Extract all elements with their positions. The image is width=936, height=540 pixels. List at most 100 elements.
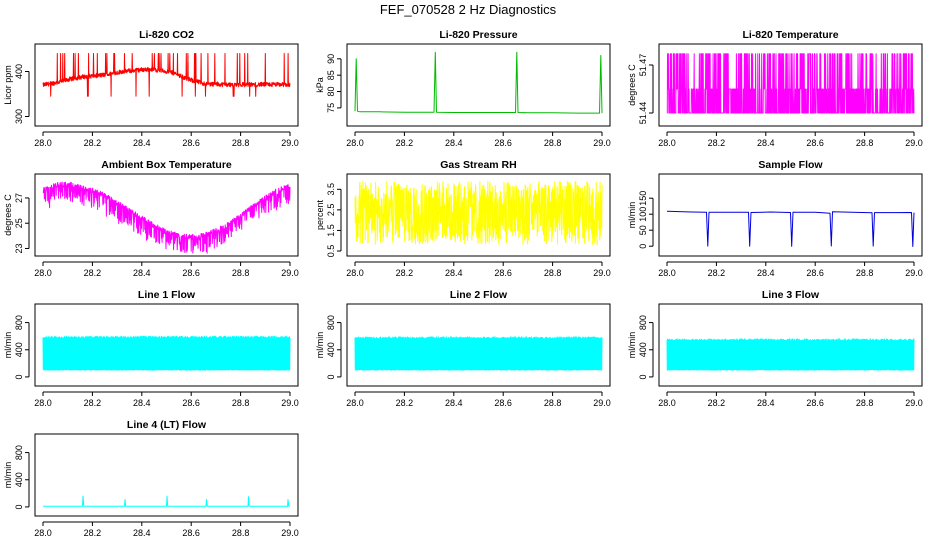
y-tick-label: 3.5 [326, 183, 336, 196]
x-tick-label: 28.8 [544, 398, 562, 408]
panel-6: Sample Flow 28.0 28.2 28.4 28.6 28.8 29.0 0 50 10… [627, 159, 923, 278]
y-tick-label: 27 [14, 193, 24, 203]
x-tick-label: 28.4 [133, 268, 151, 278]
x-tick-label: 28.6 [494, 268, 512, 278]
x-tick-label: 28.6 [806, 398, 824, 408]
x-tick-label: 28.0 [658, 138, 676, 148]
x-tick-label: 28.0 [658, 398, 676, 408]
series-line [42, 181, 291, 254]
x-tick-label: 28.6 [494, 138, 512, 148]
figure-title: FEF_070528 2 Hz Diagnostics [380, 2, 557, 17]
x-tick-label: 28.6 [182, 528, 200, 538]
x-tick-label: 29.0 [905, 138, 923, 148]
x-tick-label: 28.2 [84, 398, 102, 408]
x-tick-label: 28.4 [445, 398, 463, 408]
panel-9: Line 3 Flow 28.0 28.2 28.4 28.6 28.8 29.0 0 400 8… [627, 289, 923, 408]
x-tick-label: 28.2 [708, 398, 726, 408]
series-line [354, 51, 603, 114]
panel-title: Li-820 Pressure [439, 29, 517, 41]
panel-2: Li-820 Pressure 28.0 28.2 28.4 28.6 28.8 29.0 7… [315, 29, 611, 148]
y-axis-label: ml/min [627, 202, 637, 229]
y-tick-label: 800 [14, 315, 24, 330]
y-tick-label: 400 [638, 342, 648, 357]
panel-title: Ambient Box Temperature [101, 159, 232, 171]
panel-title: Sample Flow [758, 159, 823, 171]
panel-1: Li-820 CO2 28.0 28.2 28.4 28.6 28.8 29.0 300 400… [3, 29, 299, 148]
panel-title: Line 3 Flow [762, 289, 820, 301]
x-tick-label: 28.0 [346, 138, 364, 148]
x-tick-label: 28.8 [232, 138, 250, 148]
panel-title: Line 4 (LT) Flow [127, 419, 207, 431]
panel-10: Line 4 (LT) Flow 28.0 28.2 28.4 28.6 28.8 29.0… [3, 419, 299, 538]
x-tick-label: 28.8 [856, 398, 874, 408]
plot-frame [658, 303, 923, 387]
x-tick-label: 29.0 [593, 268, 611, 278]
plot-frame [346, 173, 611, 257]
y-axis-label: ml/min [3, 462, 13, 489]
x-tick-label: 28.8 [544, 268, 562, 278]
y-tick-label: 85 [326, 70, 336, 80]
y-tick-label: 800 [326, 315, 336, 330]
y-tick-label: 0 [638, 374, 648, 379]
y-tick-label: 0 [326, 374, 336, 379]
panel-8: Line 2 Flow 28.0 28.2 28.4 28.6 28.8 29.0 0 400 8… [315, 289, 611, 408]
x-tick-label: 28.8 [544, 138, 562, 148]
x-tick-label: 28.6 [182, 268, 200, 278]
y-axis-label: Licor ppm [3, 65, 13, 105]
x-tick-label: 28.4 [757, 398, 775, 408]
x-tick-label: 28.4 [133, 138, 151, 148]
x-tick-label: 28.2 [396, 138, 414, 148]
y-tick-label: 1.5 [326, 224, 336, 237]
x-tick-label: 28.2 [84, 268, 102, 278]
x-tick-label: 28.0 [34, 398, 52, 408]
plot-frame [34, 43, 299, 127]
y-tick-label: 75 [326, 103, 336, 113]
y-tick-label: 0.5 [326, 245, 336, 258]
panel-title: Gas Stream RH [440, 159, 516, 171]
panel-title: Li-820 Temperature [742, 29, 838, 41]
plot-frame [346, 303, 611, 387]
panel-4: Ambient Box Temperature 28.0 28.2 28.4 28.6 2… [3, 159, 299, 278]
y-tick-label: 51.44 [638, 102, 648, 125]
series-line [354, 336, 603, 371]
y-axis-label: degrees C [3, 194, 13, 236]
x-tick-label: 28.8 [232, 528, 250, 538]
y-tick-label: 400 [14, 472, 24, 487]
y-tick-label: 100 [638, 207, 648, 222]
series-line [666, 53, 915, 114]
x-tick-label: 29.0 [281, 528, 299, 538]
x-tick-label: 29.0 [281, 398, 299, 408]
plot-frame [346, 43, 611, 127]
y-axis-label: kPa [315, 77, 325, 93]
y-axis-label: percent [315, 199, 325, 230]
y-tick-label: 800 [14, 445, 24, 460]
x-tick-label: 28.6 [806, 138, 824, 148]
y-tick-label: 25 [14, 218, 24, 228]
x-tick-label: 28.8 [232, 398, 250, 408]
x-tick-label: 29.0 [281, 268, 299, 278]
plot-frame [34, 173, 299, 257]
y-tick-label: 800 [638, 315, 648, 330]
y-tick-label: 51.47 [638, 54, 648, 77]
y-tick-label: 23 [14, 243, 24, 253]
x-tick-label: 28.2 [84, 528, 102, 538]
x-tick-label: 28.8 [856, 268, 874, 278]
y-tick-label: 0 [14, 374, 24, 379]
y-tick-label: 50 [638, 225, 648, 235]
y-tick-label: 400 [14, 64, 24, 79]
panel-7: Line 1 Flow 28.0 28.2 28.4 28.6 28.8 29.0 0 400 8… [3, 289, 299, 408]
y-axis-label: ml/min [315, 332, 325, 359]
x-tick-label: 28.2 [708, 138, 726, 148]
x-tick-label: 28.2 [708, 268, 726, 278]
y-tick-label: 0 [14, 504, 24, 509]
x-tick-label: 28.8 [856, 138, 874, 148]
x-tick-label: 29.0 [281, 138, 299, 148]
x-tick-label: 29.0 [593, 138, 611, 148]
series-line [354, 180, 603, 246]
x-tick-label: 28.0 [346, 268, 364, 278]
y-axis-label: ml/min [3, 332, 13, 359]
x-tick-label: 28.6 [182, 398, 200, 408]
series-line [43, 495, 290, 507]
x-tick-label: 28.0 [658, 268, 676, 278]
